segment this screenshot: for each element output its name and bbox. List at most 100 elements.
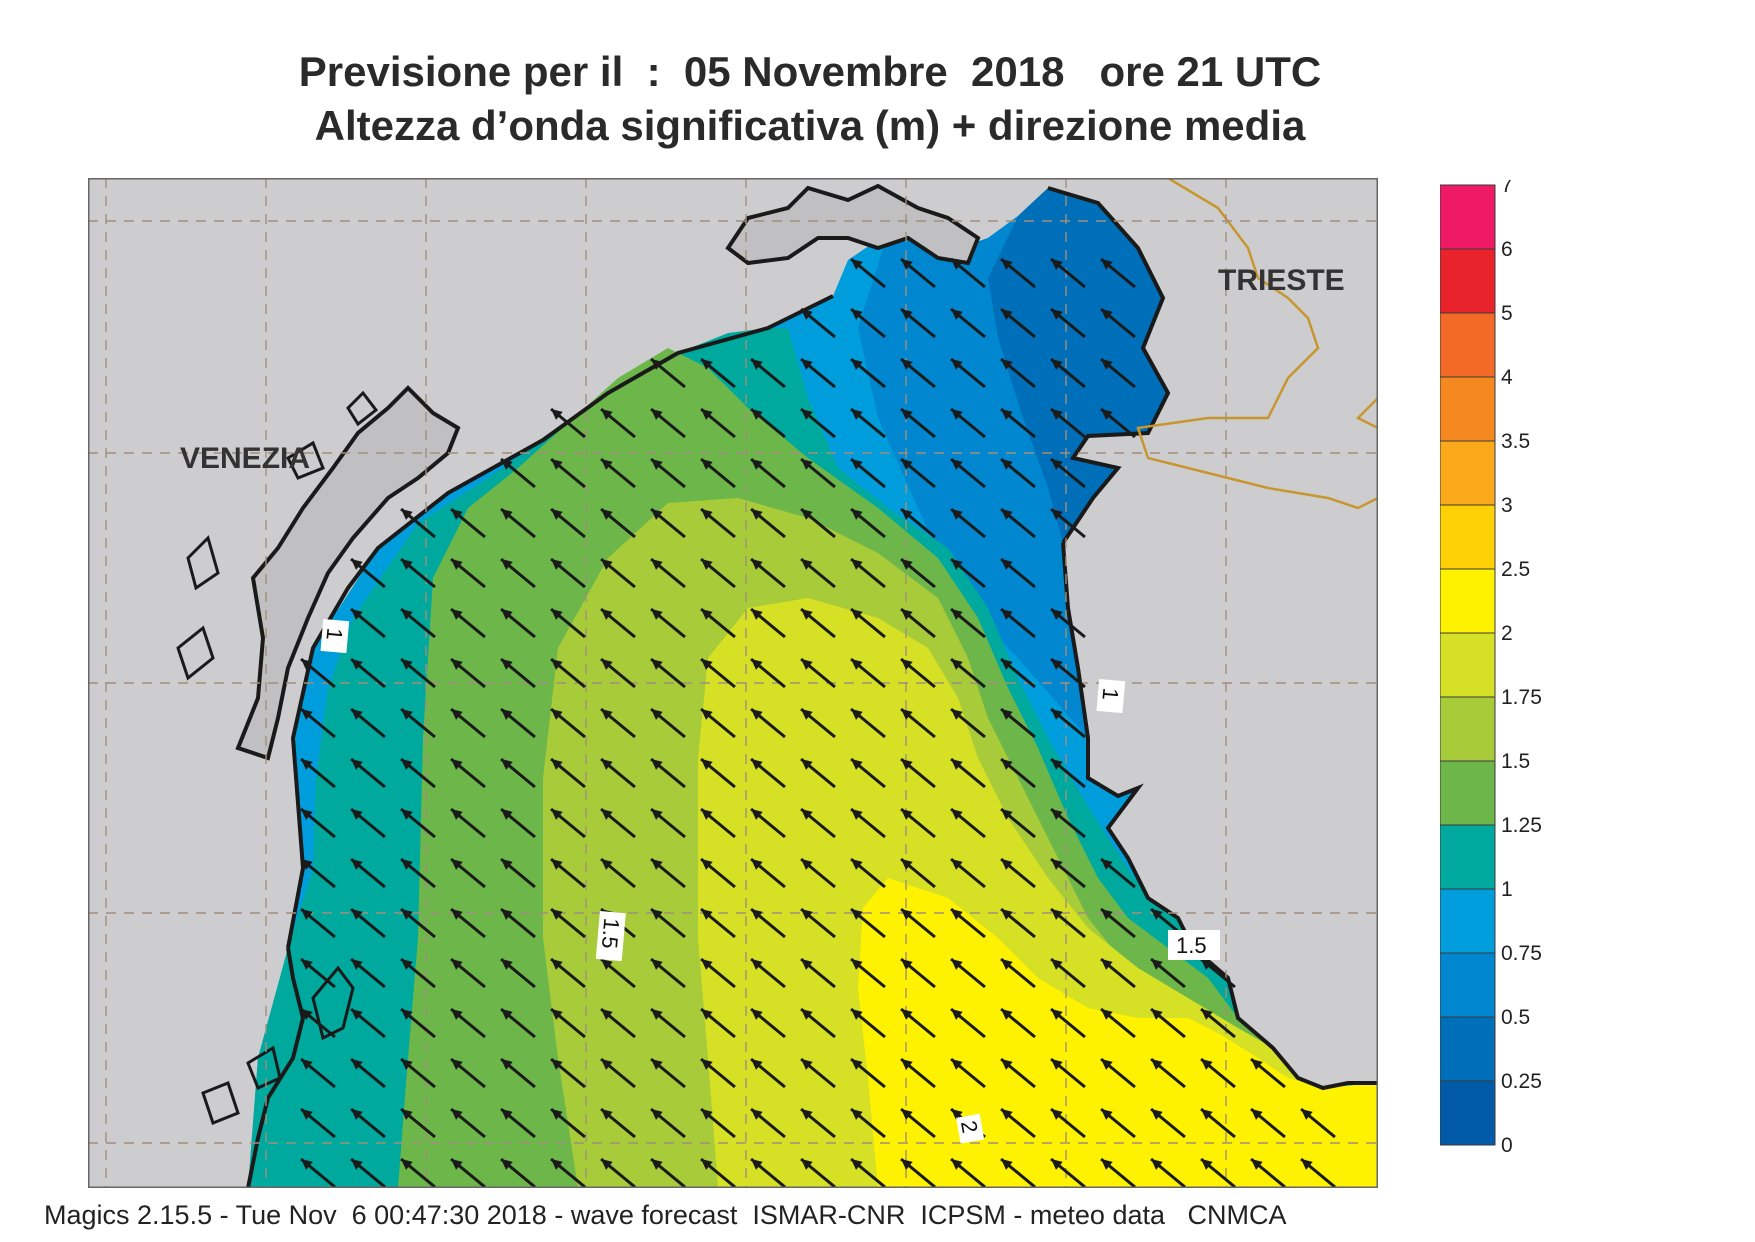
wave-arrowhead <box>801 458 813 470</box>
wave-arrowhead <box>701 358 713 370</box>
wave-arrowhead <box>351 1158 363 1170</box>
wave-arrowhead <box>851 1058 863 1070</box>
contour-label-1.5-east: 1.5 <box>1168 930 1220 960</box>
legend-tick-label: 4 <box>1501 366 1513 389</box>
wave-arrowhead <box>301 658 313 670</box>
wave-arrowhead <box>801 1158 813 1170</box>
wave-arrowhead <box>751 708 763 720</box>
contour-label-1-east: 1 <box>1096 679 1126 714</box>
wave-arrowhead <box>1001 408 1013 420</box>
wave-arrowhead <box>801 908 813 920</box>
wave-arrowhead <box>351 658 363 670</box>
wave-arrowhead <box>951 1108 963 1120</box>
wave-arrowhead <box>1001 558 1013 570</box>
wave-arrowhead <box>1001 258 1013 270</box>
svg-text:1: 1 <box>322 627 348 641</box>
wave-arrowhead <box>951 1158 963 1170</box>
wave-arrowhead <box>1151 958 1163 970</box>
wave-arrowhead <box>651 908 663 920</box>
wave-arrowhead <box>951 458 963 470</box>
wave-arrowhead <box>1101 408 1113 420</box>
wave-arrowhead <box>901 258 913 270</box>
contour-label-2: 2 <box>956 1113 985 1144</box>
legend-tick-label: 2 <box>1501 622 1513 645</box>
wave-arrowhead <box>951 758 963 770</box>
wave-arrowhead <box>701 858 713 870</box>
wave-arrowhead <box>1251 1158 1263 1170</box>
wave-arrowhead <box>451 1108 463 1120</box>
wave-arrowhead <box>701 458 713 470</box>
wave-arrowhead <box>501 458 513 470</box>
wave-arrowhead <box>951 958 963 970</box>
wave-arrowhead <box>551 1008 563 1020</box>
wave-arrowhead <box>901 508 913 520</box>
wave-arrowhead <box>501 758 513 770</box>
wave-arrowhead <box>651 458 663 470</box>
wave-arrowhead <box>951 358 963 370</box>
wave-arrowhead <box>701 808 713 820</box>
wave-arrowhead <box>451 808 463 820</box>
wave-arrowhead <box>1051 908 1063 920</box>
wave-arrowhead <box>551 858 563 870</box>
wave-arrowhead <box>751 858 763 870</box>
wave-arrowhead <box>401 658 413 670</box>
wave-arrowhead <box>451 1158 463 1170</box>
wave-arrowhead <box>801 808 813 820</box>
wave-arrowhead <box>651 658 663 670</box>
wave-arrowhead <box>751 1108 763 1120</box>
wave-arrowhead <box>1051 608 1063 620</box>
wave-arrowhead <box>601 708 613 720</box>
wave-arrowhead <box>551 708 563 720</box>
wave-arrowhead <box>601 1058 613 1070</box>
wave-arrowhead <box>601 1008 613 1020</box>
legend-swatch <box>1440 440 1496 506</box>
wave-arrowhead <box>501 708 513 720</box>
wave-arrowhead <box>551 658 563 670</box>
wave-arrowhead <box>401 858 413 870</box>
wave-arrowhead <box>551 408 563 420</box>
wave-arrowhead <box>651 808 663 820</box>
wave-arrowhead <box>1101 908 1113 920</box>
wave-arrowhead <box>901 558 913 570</box>
legend-tick-label: 1.75 <box>1501 686 1542 709</box>
wave-arrowhead <box>1201 1058 1213 1070</box>
wave-arrowhead <box>951 558 963 570</box>
wave-arrowhead <box>901 708 913 720</box>
wave-arrowhead <box>601 958 613 970</box>
wave-arrowhead <box>301 1108 313 1120</box>
wave-arrowhead <box>451 558 463 570</box>
wave-arrowhead <box>651 558 663 570</box>
wave-arrowhead <box>551 958 563 970</box>
wave-arrowhead <box>601 408 613 420</box>
wave-arrowhead <box>951 808 963 820</box>
wave-arrowhead <box>751 758 763 770</box>
wave-arrowhead <box>851 508 863 520</box>
wave-arrowhead <box>1051 658 1063 670</box>
wave-arrowhead <box>351 1108 363 1120</box>
wave-arrowhead <box>701 758 713 770</box>
wave-arrowhead <box>1001 1008 1013 1020</box>
wave-arrowhead <box>801 1108 813 1120</box>
wave-arrowhead <box>851 758 863 770</box>
southern-islands <box>201 965 355 1125</box>
wave-arrowhead <box>401 908 413 920</box>
wave-arrowhead <box>501 808 513 820</box>
wave-arrowhead <box>851 858 863 870</box>
legend-tick-label: 3.5 <box>1501 430 1530 453</box>
wave-arrowhead <box>1001 708 1013 720</box>
wave-arrowhead <box>601 858 613 870</box>
legend-swatch <box>1440 248 1496 314</box>
legend-swatch <box>1440 632 1496 698</box>
wave-arrowhead <box>551 508 563 520</box>
wave-arrowhead <box>601 758 613 770</box>
title-line-2: Altezza d’onda significativa (m) + direz… <box>314 102 1306 149</box>
legend-swatch <box>1440 568 1496 634</box>
wave-arrowhead <box>1001 1058 1013 1070</box>
legend-tick-label: 3 <box>1501 494 1513 517</box>
wave-arrowhead <box>551 1058 563 1070</box>
legend-swatch <box>1440 1016 1496 1082</box>
wave-arrowhead <box>551 758 563 770</box>
wave-arrowhead <box>901 608 913 620</box>
wave-arrowhead <box>601 808 613 820</box>
wave-arrowhead <box>401 508 413 520</box>
